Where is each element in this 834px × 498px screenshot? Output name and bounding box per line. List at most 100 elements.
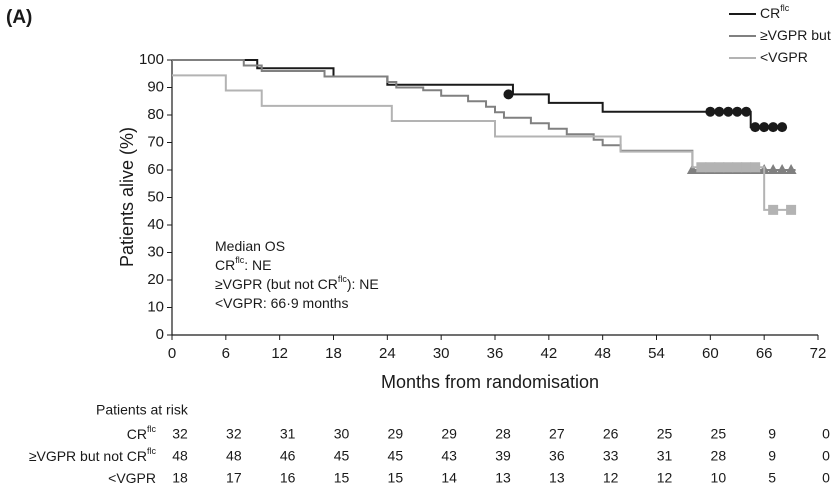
survival-curve bbox=[172, 74, 792, 211]
at-risk-count: 17 bbox=[226, 470, 242, 486]
legend-label: ≥VGPR but not CRflc bbox=[760, 25, 834, 42]
legend-label: CRflc bbox=[760, 3, 790, 20]
x-tick-label: 66 bbox=[756, 345, 773, 362]
at-risk-title: Patients at risk bbox=[96, 402, 189, 418]
censor-mark bbox=[705, 162, 716, 173]
at-risk-count: 45 bbox=[388, 448, 404, 464]
x-tick-label: 24 bbox=[379, 345, 396, 362]
text-segment: ): NE bbox=[347, 276, 379, 292]
text-segment: CR bbox=[760, 5, 780, 21]
at-risk-count: 31 bbox=[280, 426, 296, 442]
censor-mark bbox=[750, 162, 761, 173]
text-segment: : NE bbox=[244, 257, 271, 273]
at-risk-count: 29 bbox=[388, 426, 404, 442]
at-risk-count: 48 bbox=[226, 448, 242, 464]
censor-mark bbox=[759, 122, 770, 133]
at-risk-count: 33 bbox=[603, 448, 619, 464]
text-segment: ≥VGPR (but not CR bbox=[215, 276, 338, 292]
x-tick-label: 42 bbox=[540, 345, 557, 362]
y-tick-label: 80 bbox=[147, 106, 164, 123]
at-risk-count: 5 bbox=[768, 470, 776, 486]
legend-label: <VGPR bbox=[760, 49, 808, 65]
superscript: flc bbox=[147, 424, 157, 434]
at-risk-count: 43 bbox=[441, 448, 457, 464]
y-tick-label: 20 bbox=[147, 271, 164, 288]
at-risk-count: 0 bbox=[822, 470, 830, 486]
at-risk-count: 30 bbox=[334, 426, 350, 442]
superscript: flc bbox=[235, 255, 245, 265]
y-tick-label: 0 bbox=[156, 326, 164, 343]
censor-mark bbox=[768, 122, 779, 133]
panel-label: (A) bbox=[6, 7, 32, 28]
y-tick-label: 30 bbox=[147, 243, 164, 260]
at-risk-count: 10 bbox=[711, 470, 727, 486]
at-risk-count: 0 bbox=[822, 448, 830, 464]
y-tick-label: 50 bbox=[147, 188, 164, 205]
survival-curve bbox=[172, 59, 787, 129]
at-risk-count: 36 bbox=[549, 448, 565, 464]
at-risk-count: 15 bbox=[334, 470, 350, 486]
x-tick-label: 54 bbox=[648, 345, 665, 362]
censor-mark bbox=[503, 89, 514, 100]
censor-mark bbox=[741, 106, 752, 117]
x-tick-label: 18 bbox=[325, 345, 342, 362]
at-risk-count: 31 bbox=[657, 448, 673, 464]
at-risk-count: 12 bbox=[657, 470, 673, 486]
x-tick-label: 6 bbox=[222, 345, 230, 362]
censor-mark bbox=[750, 122, 761, 133]
superscript: flc bbox=[780, 3, 790, 13]
at-risk-count: 13 bbox=[549, 470, 565, 486]
x-tick-label: 12 bbox=[271, 345, 288, 362]
censor-mark bbox=[732, 162, 743, 173]
censor-mark bbox=[723, 162, 734, 173]
annotation-line: ≥VGPR (but not CRflc): NE bbox=[215, 274, 379, 291]
text-segment: Median OS bbox=[215, 238, 285, 254]
censor-mark bbox=[714, 106, 725, 117]
censor-mark bbox=[776, 164, 788, 174]
at-risk-count: 28 bbox=[495, 426, 511, 442]
annotation-line: Median OS bbox=[215, 238, 285, 254]
text-segment: CR bbox=[127, 426, 147, 442]
superscript: flc bbox=[147, 446, 157, 456]
text-segment: <VGPR: 66·9 months bbox=[215, 295, 348, 311]
at-risk-count: 18 bbox=[172, 470, 188, 486]
text-segment: <VGPR bbox=[760, 49, 808, 65]
at-risk-count: 25 bbox=[657, 426, 673, 442]
at-risk-count: 25 bbox=[711, 426, 727, 442]
at-risk-count: 13 bbox=[495, 470, 511, 486]
text-segment: ≥VGPR but not CR bbox=[29, 448, 147, 464]
censor-mark bbox=[768, 204, 779, 215]
text-segment: CR bbox=[215, 257, 235, 273]
censor-mark bbox=[705, 106, 716, 117]
survival-curve bbox=[172, 59, 796, 171]
at-risk-count: 32 bbox=[172, 426, 188, 442]
text-segment: <VGPR bbox=[108, 470, 156, 486]
censor-mark bbox=[696, 162, 707, 173]
at-risk-count: 27 bbox=[549, 426, 565, 442]
y-tick-label: 100 bbox=[139, 51, 164, 68]
censor-mark bbox=[767, 164, 779, 174]
y-tick-label: 40 bbox=[147, 216, 164, 233]
x-tick-label: 0 bbox=[168, 345, 176, 362]
censor-mark bbox=[714, 162, 725, 173]
superscript: flc bbox=[338, 274, 348, 284]
censor-mark bbox=[785, 164, 797, 174]
at-risk-label: ≥VGPR but not CRflc bbox=[29, 446, 157, 463]
at-risk-count: 16 bbox=[280, 470, 296, 486]
at-risk-count: 39 bbox=[495, 448, 511, 464]
text-segment: ≥VGPR but not CR bbox=[760, 27, 834, 43]
at-risk-label: <VGPR bbox=[108, 470, 156, 486]
y-tick-label: 70 bbox=[147, 133, 164, 150]
censor-mark bbox=[732, 106, 743, 117]
censor-mark bbox=[777, 122, 788, 133]
at-risk-count: 15 bbox=[388, 470, 404, 486]
at-risk-count: 28 bbox=[711, 448, 727, 464]
at-risk-count: 26 bbox=[603, 426, 619, 442]
x-tick-label: 60 bbox=[702, 345, 719, 362]
y-axis-label: Patients alive (%) bbox=[117, 127, 137, 267]
x-tick-label: 72 bbox=[810, 345, 827, 362]
at-risk-count: 14 bbox=[441, 470, 457, 486]
y-tick-label: 10 bbox=[147, 298, 164, 315]
censor-mark bbox=[741, 162, 752, 173]
